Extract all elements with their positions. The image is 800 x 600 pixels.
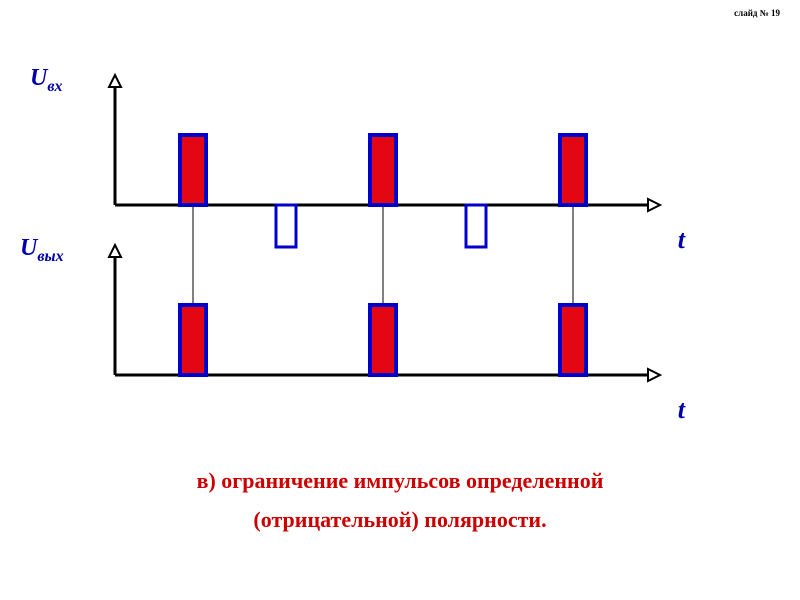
y-axis-label-input: Uвх — [30, 65, 63, 96]
x-axis-label-input: t — [678, 225, 685, 255]
x-axis-label-output: t — [678, 395, 685, 425]
pulse-diagram — [70, 70, 690, 450]
slide-number: слайд № 19 — [734, 8, 780, 18]
caption: в) ограничение импульсов определенной (о… — [0, 461, 800, 540]
y-axis-label-output: Uвых — [20, 235, 64, 266]
chart-area: Uвх t Uвых t — [70, 70, 690, 450]
